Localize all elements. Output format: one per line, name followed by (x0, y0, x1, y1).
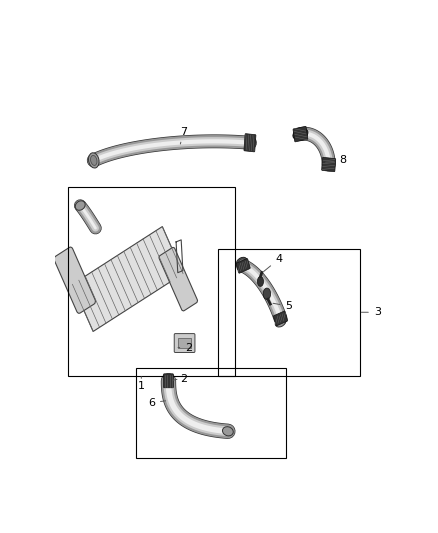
FancyBboxPatch shape (163, 374, 173, 388)
Ellipse shape (237, 257, 247, 266)
Text: 7: 7 (180, 127, 187, 144)
Ellipse shape (263, 288, 271, 300)
Bar (218, 248, 360, 376)
FancyBboxPatch shape (273, 311, 288, 326)
Text: 4: 4 (264, 254, 283, 271)
Bar (178, 338, 191, 349)
FancyBboxPatch shape (244, 134, 256, 152)
Text: 2: 2 (178, 343, 192, 353)
Ellipse shape (223, 427, 233, 436)
FancyBboxPatch shape (174, 334, 195, 352)
Text: 5: 5 (273, 301, 293, 311)
FancyBboxPatch shape (72, 227, 183, 332)
Ellipse shape (324, 160, 334, 168)
Text: 6: 6 (148, 398, 166, 408)
Ellipse shape (293, 128, 308, 140)
Text: 8: 8 (326, 156, 347, 165)
Bar (68, 187, 235, 376)
Bar (136, 368, 286, 458)
Text: 3: 3 (361, 307, 381, 317)
FancyBboxPatch shape (159, 247, 198, 311)
FancyBboxPatch shape (293, 126, 308, 142)
FancyBboxPatch shape (321, 157, 336, 172)
Ellipse shape (91, 156, 97, 165)
Ellipse shape (88, 153, 99, 168)
Ellipse shape (239, 259, 245, 265)
Text: 1: 1 (138, 377, 145, 391)
FancyBboxPatch shape (54, 247, 95, 313)
Ellipse shape (275, 318, 286, 327)
Text: 2: 2 (180, 374, 187, 384)
Ellipse shape (258, 277, 264, 286)
FancyBboxPatch shape (236, 259, 250, 273)
Ellipse shape (75, 201, 85, 211)
